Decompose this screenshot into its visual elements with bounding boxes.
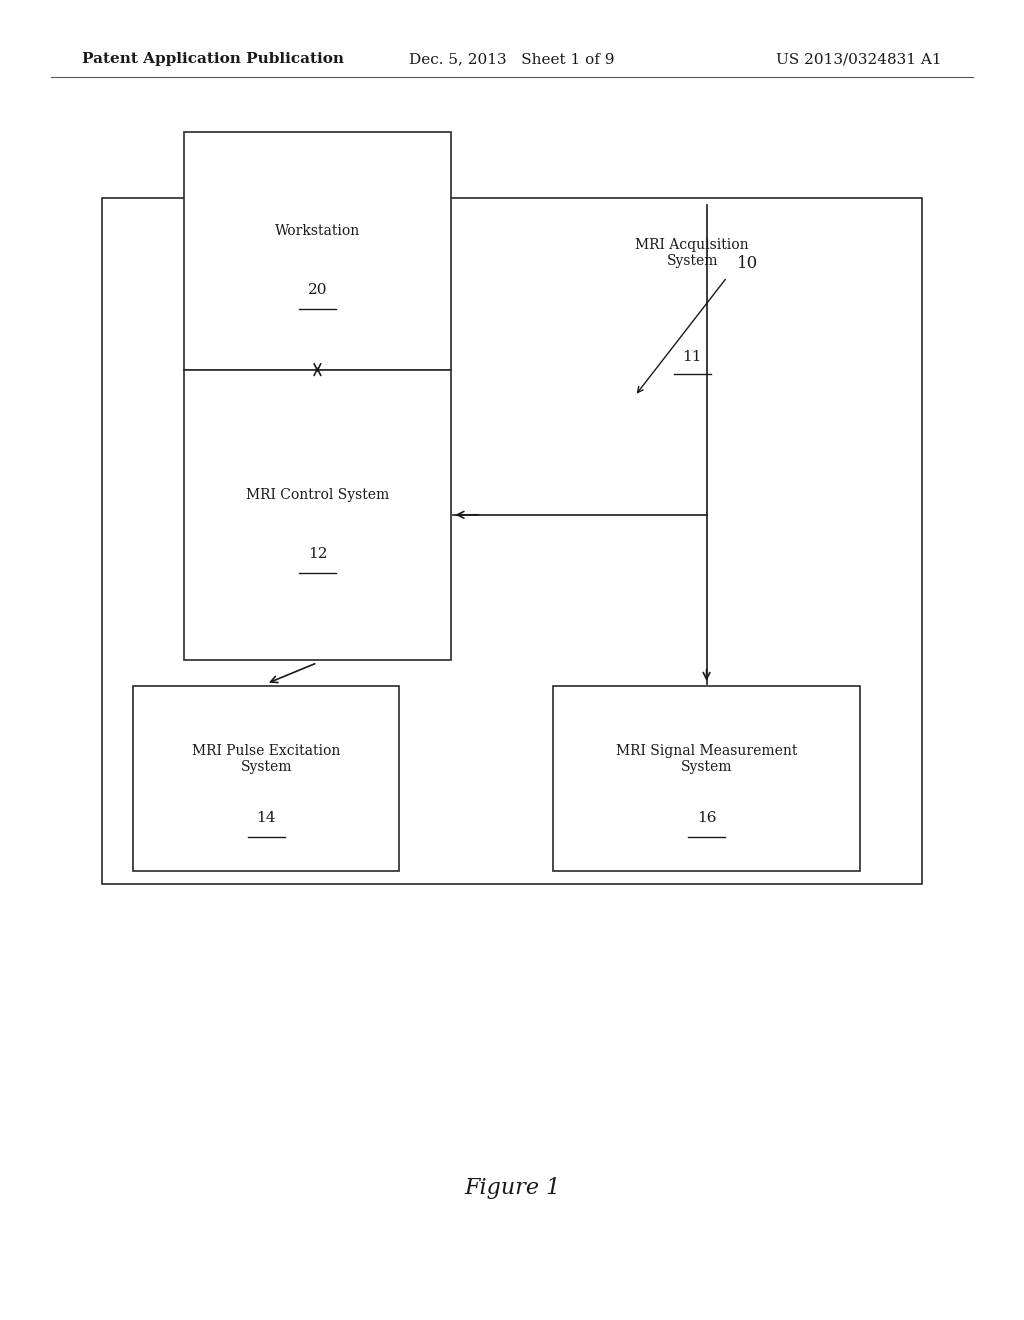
Text: 14: 14 [256,812,276,825]
FancyBboxPatch shape [102,198,922,884]
Text: MRI Acquisition
System: MRI Acquisition System [636,238,749,268]
FancyBboxPatch shape [184,370,451,660]
Text: 20: 20 [307,284,328,297]
Text: US 2013/0324831 A1: US 2013/0324831 A1 [776,53,942,66]
Text: 12: 12 [307,548,328,561]
Text: MRI Control System: MRI Control System [246,488,389,502]
Text: MRI Pulse Excitation
System: MRI Pulse Excitation System [193,744,340,774]
Text: Dec. 5, 2013   Sheet 1 of 9: Dec. 5, 2013 Sheet 1 of 9 [410,53,614,66]
Text: Figure 1: Figure 1 [464,1177,560,1199]
FancyBboxPatch shape [133,686,399,871]
Text: 11: 11 [682,350,702,364]
Text: 16: 16 [696,812,717,825]
Text: MRI Signal Measurement
System: MRI Signal Measurement System [615,744,798,774]
FancyBboxPatch shape [553,686,860,871]
Text: Workstation: Workstation [274,224,360,238]
FancyBboxPatch shape [184,132,451,370]
Text: Patent Application Publication: Patent Application Publication [82,53,344,66]
Text: 10: 10 [737,256,759,272]
